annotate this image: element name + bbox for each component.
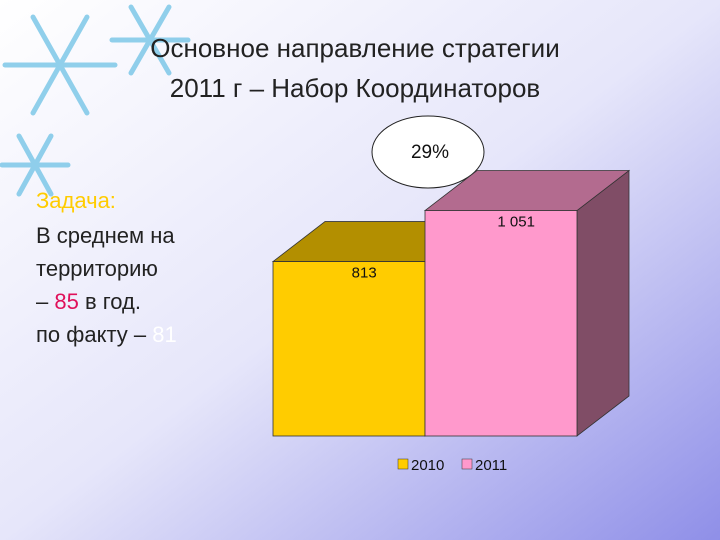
bar-side <box>576 169 630 437</box>
value-label: 1 051 <box>497 213 535 230</box>
bar <box>424 210 578 437</box>
text-part: в год. <box>79 289 141 314</box>
text-part: по факту – <box>36 322 152 347</box>
legend-swatch <box>397 458 409 470</box>
plot: 813 2010 1 051 2011 <box>271 169 631 474</box>
title-line: 2011 г – Набор Координаторов <box>170 73 540 103</box>
legend-label: 2010 <box>411 457 444 474</box>
task-line: по факту – 81 <box>36 322 177 347</box>
text-part: – <box>36 289 54 314</box>
bar <box>272 261 426 437</box>
plan-value: 85 <box>54 289 78 314</box>
fact-value: 81 <box>152 322 176 347</box>
snowflakes <box>0 4 191 197</box>
task-text: Задача: В среднем на территорию – 85 в г… <box>36 188 177 347</box>
annotation-bubble <box>371 115 485 189</box>
task-line: территорию <box>36 256 158 281</box>
legend-swatch <box>461 458 473 470</box>
annotation: 29% <box>411 142 449 163</box>
value-label: 813 <box>352 265 377 282</box>
task-line: – 85 в год. <box>36 289 141 314</box>
legend-label: 2011 <box>475 457 507 474</box>
task-line: В среднем на <box>36 223 175 248</box>
task-heading: Задача: <box>36 188 116 213</box>
title-line: Основное направление стратегии <box>150 33 559 63</box>
